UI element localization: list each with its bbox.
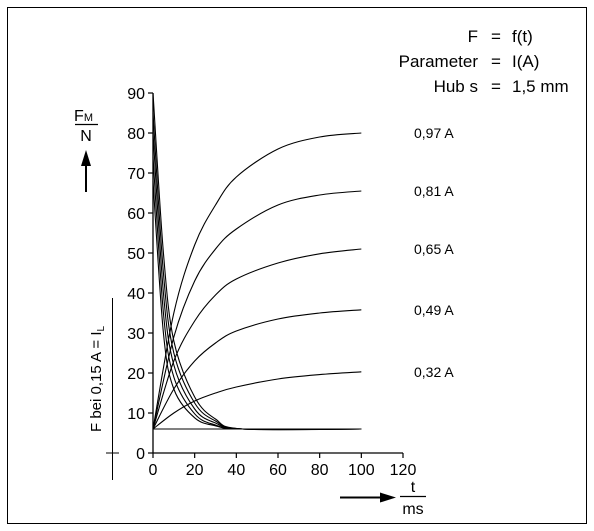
x-tick-label: 100: [348, 462, 375, 479]
y-tick-label: 30: [127, 326, 145, 343]
title-line-2-right: I(A): [512, 52, 539, 71]
title-line-2-left: Parameter: [399, 52, 479, 71]
series-label: 0,65 A: [414, 241, 454, 257]
y-tick-label: 70: [127, 166, 145, 183]
title-line-1-eq: =: [491, 27, 501, 46]
y-arrow-icon: [81, 150, 91, 166]
y-tick-label: 0: [136, 446, 145, 463]
y-ticks: 0 10 20 30 40 50 60 70 80 90: [127, 86, 153, 463]
y-tick-label: 40: [127, 286, 145, 303]
y-tick-label: 80: [127, 126, 145, 143]
y-tick-label: 90: [127, 86, 145, 103]
rising-curve-1: [152, 132, 362, 430]
title-line-3-eq: =: [491, 77, 501, 96]
series-label: 0,97 A: [414, 125, 454, 141]
rising-curve-4: [152, 309, 362, 430]
x-tick-label: 120: [390, 462, 417, 479]
side-annotation-text: F bei 0,15 A = I: [88, 332, 105, 433]
x-tick-label: 40: [227, 462, 245, 479]
x-label-quantity: t: [411, 479, 416, 496]
rising-curve-2: [152, 190, 362, 430]
x-label-unit: ms: [402, 501, 423, 518]
title-line-1-left: F: [468, 27, 478, 46]
x-axis-label: t ms: [340, 479, 426, 518]
y-tick-label: 10: [127, 406, 145, 423]
chart-frame: [7, 7, 587, 524]
rising-curve-5: [152, 371, 362, 430]
series-label: 0,49 A: [414, 302, 454, 318]
title-line-3-left: Hub s: [434, 77, 478, 96]
x-tick-label: 0: [149, 462, 158, 479]
y-tick-label: 20: [127, 366, 145, 383]
y-axis-label: FM N: [74, 108, 98, 192]
y-tick-label: 50: [127, 246, 145, 263]
series-label: 0,81 A: [414, 183, 454, 199]
side-annotation-subscript: L: [96, 326, 107, 332]
x-ticks: 0 20 40 60 80 100 120: [149, 453, 417, 479]
x-tick-label: 20: [186, 462, 204, 479]
x-arrow-icon: [380, 492, 396, 503]
series-labels: 0,97 A 0,81 A 0,65 A 0,49 A 0,32 A: [414, 125, 454, 380]
title-line-1-right: f(t): [512, 27, 533, 46]
y-tick-label: 60: [127, 206, 145, 223]
series-label: 0,32 A: [414, 364, 454, 380]
side-annotation: F bei 0,15 A = IL: [88, 298, 119, 480]
y-label-unit: N: [80, 128, 92, 145]
rising-curve-3: [152, 248, 362, 430]
y-label-main: FM: [74, 108, 93, 125]
title-line-3-right: 1,5 mm: [512, 77, 569, 96]
y-label-symbol: F: [74, 108, 84, 125]
series-curves: [152, 92, 362, 431]
title-line-2-eq: =: [491, 52, 501, 71]
side-annotation-label: F bei 0,15 A = IL: [88, 326, 107, 433]
y-label-subscript: M: [84, 112, 93, 124]
x-tick-label: 80: [311, 462, 329, 479]
chart-title-block: F = f(t) Parameter = I(A) Hub s = 1,5 mm: [399, 27, 569, 96]
x-tick-label: 60: [269, 462, 287, 479]
